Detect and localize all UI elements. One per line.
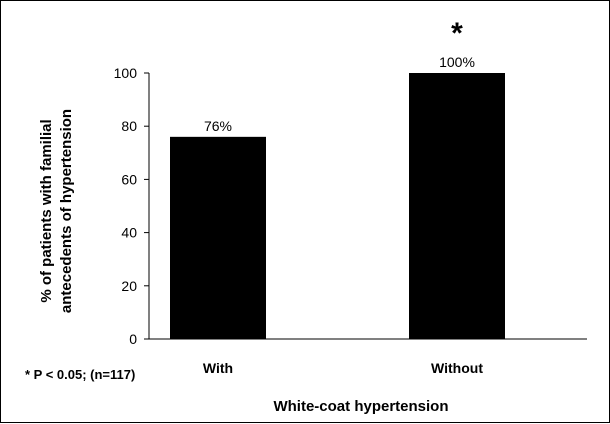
- y-axis-title-line-2: antecedents of hypertension: [58, 109, 75, 313]
- y-tick-label: 60: [121, 171, 137, 187]
- y-tick-label: 0: [129, 331, 137, 347]
- bar-with: [170, 136, 266, 339]
- footnote: * P < 0.05; (n=117): [25, 367, 135, 382]
- y-tick-label: 80: [121, 118, 137, 134]
- y-tick-label: 20: [121, 278, 137, 294]
- labels: 76% With 100% Without *: [203, 17, 483, 376]
- bars: [170, 73, 505, 339]
- category-label-without: Without: [431, 360, 483, 376]
- data-label-with: 76%: [204, 118, 232, 134]
- y-axis-ticks: 0 20 40 60 80 100: [114, 65, 149, 347]
- category-label-with: With: [203, 360, 233, 376]
- y-axis-title-line-1: % of patients with familial: [38, 119, 55, 302]
- y-tick-label: 40: [121, 225, 137, 241]
- x-axis-title: White-coat hypertension: [273, 398, 448, 415]
- data-label-without: 100%: [439, 54, 475, 70]
- bar-without: [409, 73, 505, 339]
- significance-star: *: [451, 17, 463, 50]
- y-tick-label: 100: [114, 65, 138, 81]
